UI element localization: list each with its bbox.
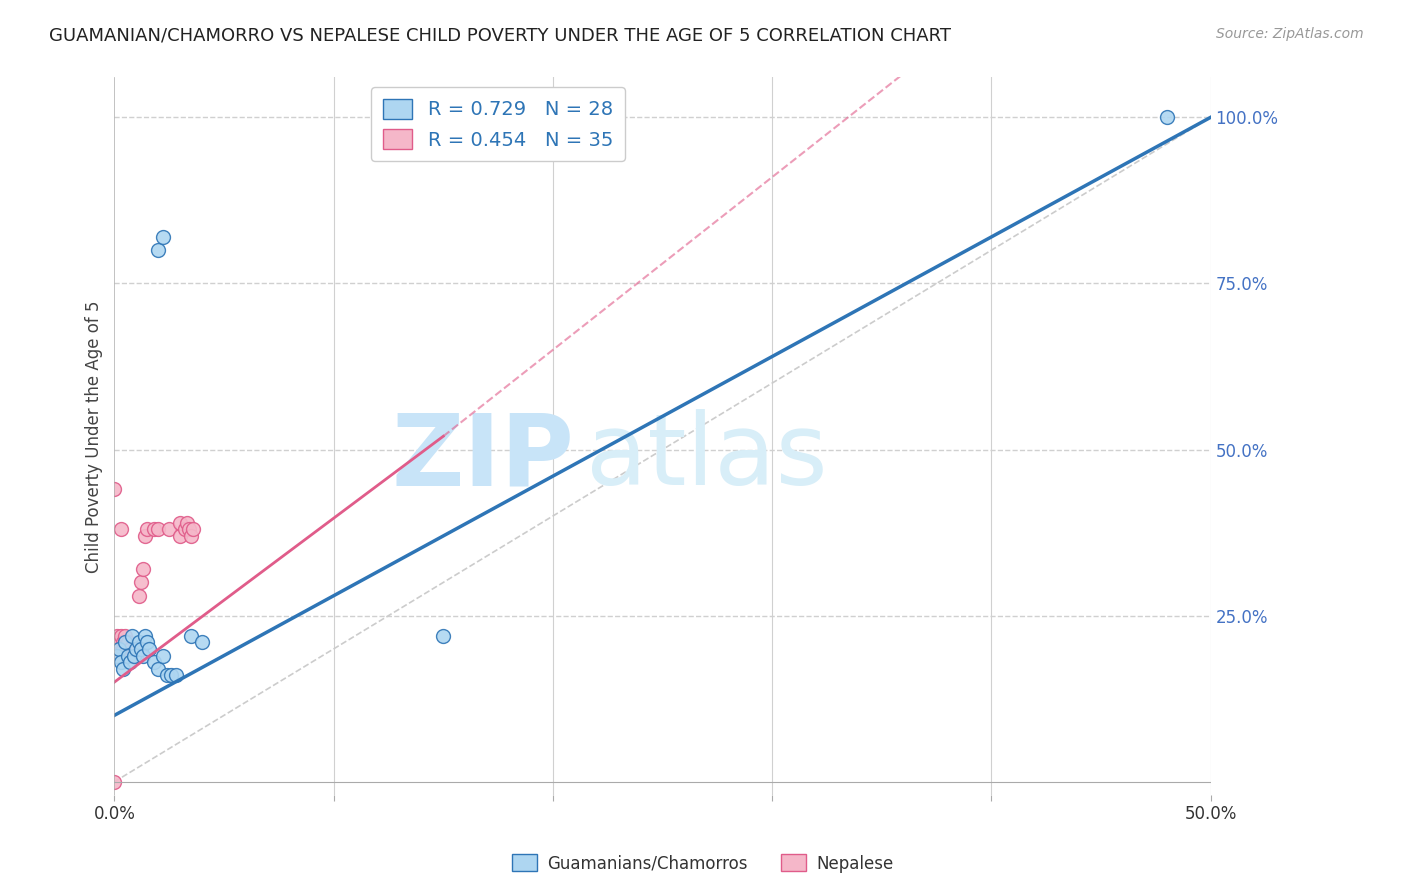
Point bbox=[118, 641, 141, 656]
Point bbox=[142, 655, 165, 669]
Point bbox=[122, 648, 145, 663]
Point bbox=[112, 641, 135, 656]
Point bbox=[114, 635, 136, 649]
Point bbox=[134, 629, 156, 643]
Point bbox=[125, 641, 148, 656]
Point bbox=[110, 629, 132, 643]
Point bbox=[148, 522, 170, 536]
Point bbox=[177, 522, 200, 536]
Point bbox=[105, 648, 128, 663]
Point bbox=[105, 629, 128, 643]
Point bbox=[148, 662, 170, 676]
Point bbox=[191, 635, 214, 649]
Point bbox=[176, 516, 198, 530]
Text: GUAMANIAN/CHAMORRO VS NEPALESE CHILD POVERTY UNDER THE AGE OF 5 CORRELATION CHAR: GUAMANIAN/CHAMORRO VS NEPALESE CHILD POV… bbox=[49, 27, 952, 45]
Point bbox=[121, 648, 143, 663]
Point bbox=[128, 635, 150, 649]
Point bbox=[134, 529, 156, 543]
Point bbox=[1156, 111, 1178, 125]
Point bbox=[117, 648, 139, 663]
Point bbox=[121, 629, 143, 643]
Point bbox=[107, 635, 129, 649]
Y-axis label: Child Poverty Under the Age of 5: Child Poverty Under the Age of 5 bbox=[86, 300, 103, 573]
Text: Source: ZipAtlas.com: Source: ZipAtlas.com bbox=[1216, 27, 1364, 41]
Point bbox=[125, 648, 148, 663]
Point bbox=[112, 662, 135, 676]
Point bbox=[103, 483, 125, 497]
Point bbox=[107, 648, 129, 663]
Point bbox=[142, 522, 165, 536]
Point bbox=[125, 641, 148, 656]
Point bbox=[157, 522, 180, 536]
Point bbox=[148, 243, 170, 257]
Legend: R = 0.729   N = 28, R = 0.454   N = 35: R = 0.729 N = 28, R = 0.454 N = 35 bbox=[371, 87, 624, 161]
Point bbox=[129, 575, 152, 590]
Point bbox=[138, 641, 160, 656]
Point bbox=[432, 629, 454, 643]
Point bbox=[132, 562, 155, 576]
Point bbox=[183, 522, 205, 536]
Point bbox=[173, 522, 195, 536]
Point bbox=[105, 641, 128, 656]
Point bbox=[180, 629, 202, 643]
Point bbox=[114, 629, 136, 643]
Point bbox=[114, 635, 136, 649]
Point bbox=[136, 635, 159, 649]
Point bbox=[112, 635, 135, 649]
Point bbox=[117, 635, 139, 649]
Point bbox=[169, 516, 191, 530]
Point bbox=[105, 648, 128, 663]
Point bbox=[110, 522, 132, 536]
Point bbox=[152, 648, 174, 663]
Point bbox=[103, 774, 125, 789]
Point bbox=[152, 230, 174, 244]
Point bbox=[180, 529, 202, 543]
Point bbox=[156, 668, 179, 682]
Text: atlas: atlas bbox=[586, 409, 827, 507]
Point bbox=[129, 641, 152, 656]
Point bbox=[132, 648, 155, 663]
Point bbox=[136, 522, 159, 536]
Point bbox=[165, 668, 187, 682]
Point bbox=[110, 648, 132, 663]
Point bbox=[160, 668, 183, 682]
Point bbox=[110, 655, 132, 669]
Point bbox=[118, 655, 141, 669]
Point bbox=[122, 648, 145, 663]
Point bbox=[128, 589, 150, 603]
Text: ZIP: ZIP bbox=[392, 409, 575, 507]
Legend: Guamanians/Chamorros, Nepalese: Guamanians/Chamorros, Nepalese bbox=[506, 847, 900, 880]
Point bbox=[107, 641, 129, 656]
Point bbox=[169, 529, 191, 543]
